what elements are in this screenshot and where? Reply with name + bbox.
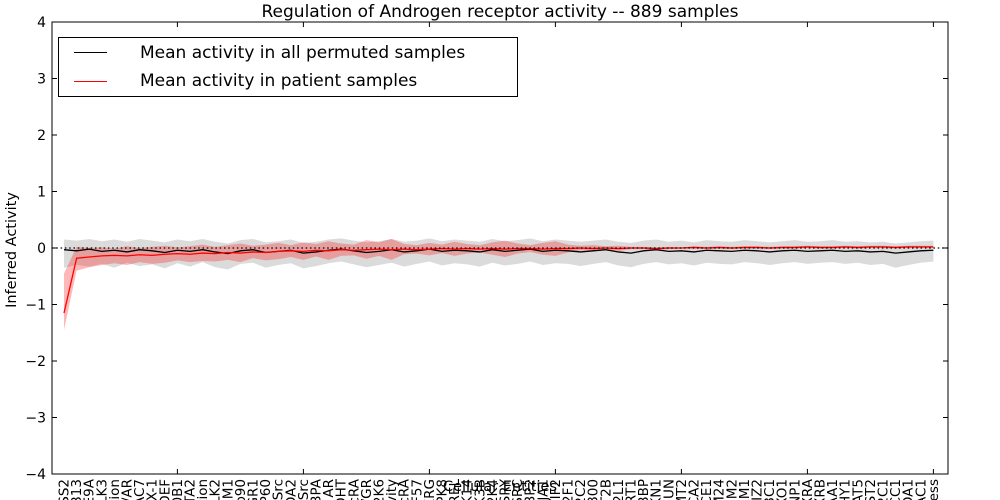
x-tick-label: HDAC7: [132, 479, 148, 500]
x-tick-label: TMPRSS2: [57, 479, 73, 500]
x-tick-label: NR0B1: [170, 479, 186, 500]
x-tick-label: CARM1: [737, 479, 753, 500]
x-tick-label: RCHY1: [838, 479, 854, 500]
y-tick-label: 1: [37, 185, 46, 201]
x-tick-label: EHMT2: [674, 479, 690, 500]
x-tick-label: NR2C1: [876, 479, 892, 500]
x-tick-label: FOXO1: [775, 479, 791, 500]
legend-label-patient: Mean activity in patient samples: [140, 71, 418, 92]
x-tick-label: KLK2: [208, 479, 224, 500]
x-tick-label: T-DHT/AR/Hsp90: [233, 479, 249, 500]
x-tick-label: NR2C2: [573, 479, 589, 500]
permuted-line-sample-icon: [74, 52, 107, 54]
x-tick-label: EGR1: [246, 479, 262, 500]
x-tick-label: AR/GR: [359, 479, 375, 500]
x-tick-label: T-DHT/AR/TIF2: [548, 479, 564, 500]
series-band-0: [64, 238, 934, 270]
x-tick-label: SMARCA2: [687, 479, 703, 500]
x-tick-label: NR3C1: [762, 479, 778, 500]
x-tick-label: HOXB13: [69, 479, 85, 500]
y-tick-label: 3: [37, 72, 46, 88]
y-tick-label: −1: [25, 298, 46, 314]
x-tick-label: GNB2L1: [611, 479, 627, 500]
y-tick-label: −3: [25, 411, 46, 427]
x-tick-label: EP300: [586, 479, 602, 500]
x-tick-label: RXRB: [813, 479, 829, 500]
x-tick-label: GATA2: [183, 479, 199, 500]
x-tick-label: TRIM24: [712, 479, 728, 500]
x-tick-label: SMARCE1: [699, 479, 715, 500]
x-tick-label: ZMIZ2: [750, 479, 766, 500]
x-tick-label: NCOA2: [283, 479, 299, 500]
x-tick-label: SMARCC1: [888, 479, 904, 500]
x-tick-label: MAPK8: [435, 479, 451, 500]
legend-item-patient: Mean activity in patient samples: [59, 67, 517, 95]
y-axis-label: Inferred Activity: [4, 192, 20, 308]
x-tick-label: HDAC1: [913, 479, 929, 500]
x-tick-label: T-DHT/AR/TIP60: [258, 479, 274, 500]
x-tick-label: T-DHT/AR/TIF2/CARM1: [220, 479, 236, 500]
x-tick-label: JUN: [661, 479, 677, 500]
x-tick-label: HSP90AA1: [825, 479, 841, 500]
x-tick-label: RXRG: [422, 479, 438, 500]
x-tick-label: T-DHT/AR/DAX-1: [145, 479, 161, 500]
x-tick-label: SRY: [498, 478, 514, 500]
x-tick-label: KAT5: [850, 479, 866, 500]
x-tick-label: SIRT1: [624, 479, 640, 500]
legend-label-permuted: Mean activity in all permuted samples: [140, 42, 466, 63]
x-tick-label: NCOA1: [901, 479, 917, 500]
x-tick-label: mol:9cRA: [397, 478, 413, 500]
x-tick-label: positive regulation of transcription: [195, 479, 211, 500]
x-tick-label: REL: [447, 479, 463, 500]
x-tick-label: RXRs/9cRA: [346, 478, 362, 500]
y-tick-label: 2: [37, 128, 46, 144]
x-tick-label: SPDEF: [157, 479, 173, 500]
legend-item-permuted: Mean activity in all permuted samples: [59, 39, 517, 67]
x-tick-label: APPBP2: [523, 479, 539, 500]
patient-line-sample-icon: [74, 80, 107, 82]
x-tick-label: CREBBP: [636, 479, 652, 500]
x-tick-label: BRM/BAF57: [409, 479, 425, 500]
x-tick-label: CEBPA: [309, 478, 325, 500]
chart-title: Regulation of Androgen receptor activity…: [261, 2, 739, 22]
x-tick-label: T-DHT/AR/RACK1/Src: [296, 479, 312, 500]
x-tick-label: MYST2: [863, 479, 879, 500]
x-tick-label: epidermal growth factor receptor activit…: [384, 479, 400, 500]
x-tick-label: PDE9A: [82, 478, 98, 500]
x-tick-label: AR: [321, 479, 337, 498]
x-tick-label: MAP2K4: [485, 479, 501, 500]
x-tick-label: POU2F1: [561, 479, 577, 500]
x-tick-label: MAP2K6: [372, 479, 388, 500]
series-line-0: [63, 248, 934, 255]
y-tick-label: 0: [37, 241, 46, 257]
x-tick-label: RXRA: [800, 478, 816, 500]
y-tick-label: 4: [37, 15, 46, 31]
x-tick-label: AR/RACK1/Src: [271, 479, 287, 500]
x-tick-label: MDM2: [724, 479, 740, 500]
x-tick-label: MAPK14: [460, 479, 476, 500]
x-tick-label: T-DHT/AR: [120, 479, 136, 500]
x-axis-label: Cellular Entities: [442, 479, 558, 495]
x-tick-label: KAT2B: [598, 479, 614, 500]
x-tick-label: mol:T-DHT: [334, 478, 350, 500]
x-tick-label: SRC: [510, 479, 526, 500]
x-tick-label: DNAJA1: [535, 479, 551, 500]
x-tick-label: proteasomal ubiquitin-dependent protein …: [926, 479, 942, 500]
y-tick-label: −4: [25, 467, 46, 483]
x-tick-label: KLK3: [94, 479, 110, 500]
x-tick-label: PKN1: [649, 479, 665, 500]
legend: Mean activity in all permuted samples Me…: [58, 37, 518, 97]
x-tick-label: SENP1: [787, 479, 803, 500]
x-tick-label: GSK3B: [472, 479, 488, 500]
x-tick-label: cell proliferation: [107, 479, 123, 500]
y-tick-label: −2: [25, 354, 46, 370]
